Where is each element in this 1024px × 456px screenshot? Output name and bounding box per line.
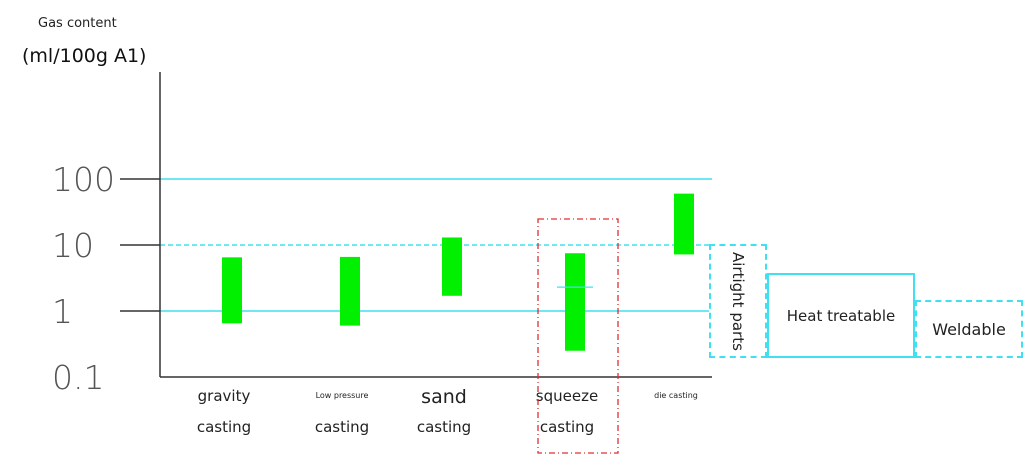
weldable-label: Weldable — [932, 319, 1006, 339]
y-tick-label-0.1: 0.1 — [52, 358, 104, 397]
range-bar-0 — [222, 257, 242, 324]
chart-title-line1: Gas content — [38, 16, 117, 31]
y-tick-labels: 100 10 1 0.1 — [52, 160, 115, 397]
x-sublabel-3: casting — [540, 418, 594, 436]
x-label-1: Low pressure — [316, 391, 369, 400]
squeeze-casting-highlight — [537, 218, 619, 454]
x-label-4: die casting — [654, 391, 698, 400]
x-category-labels: gravity casting Low pressure casting sand cas… — [197, 386, 698, 436]
y-tick-label-10: 10 — [52, 226, 94, 265]
range-bar-3 — [565, 253, 585, 351]
x-label-0: gravity — [198, 387, 251, 405]
chart-title-line2: (ml/100g A1) — [22, 45, 146, 67]
heat-treatable-box: Heat treatable — [767, 273, 915, 358]
x-label-3: squeeze — [536, 387, 598, 405]
airtight-parts-box: Airtight parts — [709, 244, 767, 358]
x-sublabel-1: casting — [315, 418, 369, 436]
range-bars — [222, 193, 694, 351]
y-tick-label-100: 100 — [52, 160, 115, 199]
y-tick-label-1: 1 — [52, 292, 73, 331]
x-label-2: sand — [421, 386, 467, 408]
range-bar-2 — [442, 237, 462, 296]
grid-lines — [160, 178, 712, 312]
airtight-parts-label: Airtight parts — [729, 251, 747, 351]
axes — [120, 72, 712, 378]
range-bar-4 — [674, 193, 694, 255]
range-bar-1 — [340, 256, 360, 326]
x-sublabel-2: casting — [417, 418, 471, 436]
weldable-box: Weldable — [915, 300, 1023, 358]
heat-treatable-label: Heat treatable — [786, 306, 896, 325]
x-sublabel-0: casting — [197, 418, 251, 436]
